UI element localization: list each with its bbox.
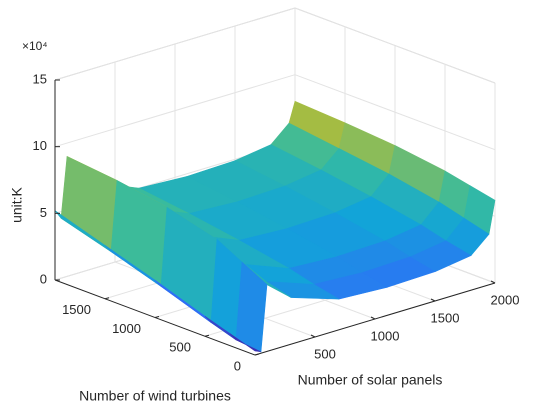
z-multiplier: ×10⁴ <box>22 39 48 53</box>
y-tick-label: 1500 <box>62 302 91 317</box>
y-tick <box>104 297 110 300</box>
z-axis-label: unit:K <box>9 186 25 222</box>
x-tick-label: 1000 <box>371 328 400 343</box>
z-tick-label: 0 <box>40 271 47 286</box>
surface-patch <box>229 333 262 353</box>
y-tick-label: 500 <box>169 340 191 355</box>
x-tick-label: 1500 <box>431 310 460 325</box>
y-tick-label: 1000 <box>112 321 141 336</box>
y-axis-label: Number of wind turbines <box>79 388 231 404</box>
x-tick <box>430 298 436 302</box>
x-tick <box>490 280 496 284</box>
z-tick-label: 10 <box>33 138 47 153</box>
y-tick-label: 0 <box>234 358 241 373</box>
y-tick <box>254 353 260 356</box>
z-tick-label: 15 <box>33 71 47 86</box>
x-tick-label: 2000 <box>491 292 520 307</box>
x-tick-label: 500 <box>314 346 336 361</box>
x-axis-label: Number of solar panels <box>298 372 443 388</box>
y-tick <box>204 334 210 337</box>
x-tick <box>310 334 316 338</box>
x-tick <box>370 316 376 320</box>
surface-patch <box>60 155 118 253</box>
y-tick <box>154 316 160 318</box>
z-tick-label: 5 <box>40 205 47 220</box>
